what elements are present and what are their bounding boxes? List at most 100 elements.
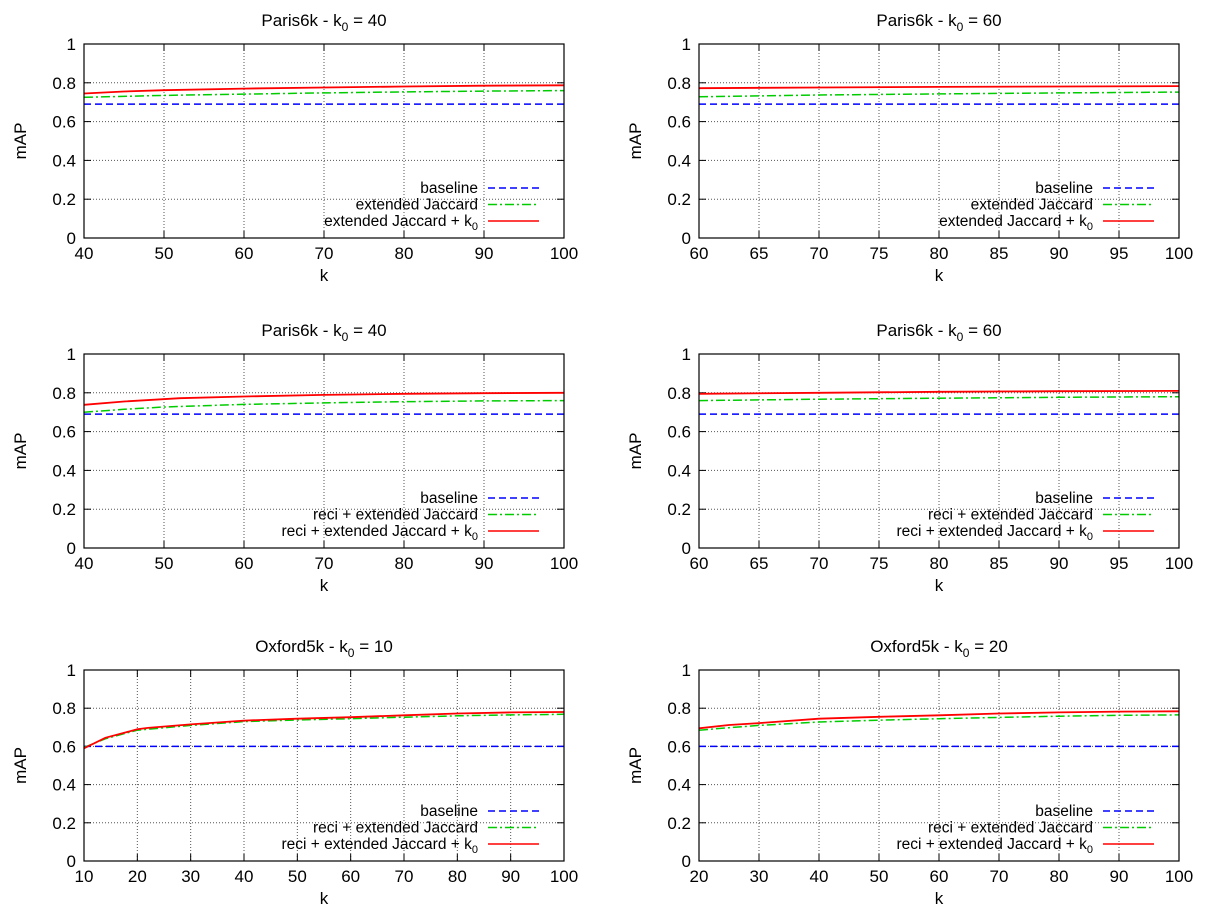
chart-title: Paris6k - k0 = 40 bbox=[261, 321, 386, 344]
y-tick-label: 0.8 bbox=[667, 699, 691, 718]
x-tick-label: 80 bbox=[448, 867, 467, 886]
series-line bbox=[83, 391, 565, 406]
x-tick-label: 50 bbox=[155, 244, 174, 263]
legend-label: baseline bbox=[420, 803, 478, 820]
y-tick-label: 0.4 bbox=[667, 151, 691, 170]
series-line bbox=[698, 714, 1180, 731]
y-tick-label: 0 bbox=[67, 539, 76, 558]
x-tick-label: 80 bbox=[930, 554, 949, 573]
legend-label: reci + extended Jaccard + k0 bbox=[896, 836, 1093, 856]
legend-label: reci + extended Jaccard bbox=[313, 820, 478, 837]
y-axis-label: mAP bbox=[11, 747, 30, 784]
chart-title-suffix: = 20 bbox=[969, 637, 1007, 656]
series-line bbox=[698, 91, 1180, 98]
y-tick-label: 0.6 bbox=[667, 423, 691, 442]
legend-label: extended Jaccard bbox=[356, 197, 478, 214]
x-tick-label: 50 bbox=[155, 554, 174, 573]
x-tick-label: 70 bbox=[395, 867, 414, 886]
x-tick-label: 60 bbox=[341, 867, 360, 886]
series-line bbox=[698, 395, 1180, 402]
chart-panel-5: 20 30 40 50 60 70 80 90 100 0 0.2 0.4 0.6 0.8 1 baselin… bbox=[626, 637, 1193, 908]
chart-title-subscript: 0 bbox=[342, 330, 349, 344]
x-tick-label: 100 bbox=[550, 554, 578, 573]
legend-label: baseline bbox=[1035, 803, 1093, 820]
x-tick-label: 85 bbox=[990, 554, 1009, 573]
x-tick-label: 90 bbox=[1050, 554, 1069, 573]
chart-title: Oxford5k - k0 = 20 bbox=[870, 637, 1008, 660]
x-tick-label: 70 bbox=[810, 554, 829, 573]
chart-title: Oxford5k - k0 = 10 bbox=[255, 637, 393, 660]
x-tick-label: 75 bbox=[870, 244, 889, 263]
y-tick-label: 0.2 bbox=[667, 814, 691, 833]
x-tick-label: 60 bbox=[930, 867, 949, 886]
x-tick-label: 70 bbox=[315, 554, 334, 573]
chart-title-subscript: 0 bbox=[348, 646, 355, 660]
y-tick-label: 1 bbox=[67, 661, 76, 680]
legend-label: extended Jaccard + k0 bbox=[324, 213, 478, 233]
chart-title-suffix: = 40 bbox=[348, 321, 386, 340]
x-tick-label: 100 bbox=[1165, 554, 1193, 573]
x-tick-label: 80 bbox=[1050, 867, 1069, 886]
y-tick-label: 0.8 bbox=[52, 384, 76, 403]
plot-frame bbox=[83, 353, 565, 549]
chart-title: Paris6k - k0 = 60 bbox=[876, 321, 1001, 344]
legend-label: reci + extended Jaccard bbox=[313, 507, 478, 524]
x-tick-label: 60 bbox=[235, 554, 254, 573]
y-tick-label: 0.6 bbox=[52, 113, 76, 132]
y-tick-label: 1 bbox=[67, 35, 76, 54]
x-tick-label: 90 bbox=[501, 867, 520, 886]
legend-label-subscript: 0 bbox=[472, 531, 478, 543]
chart-title: Paris6k - k0 = 60 bbox=[876, 11, 1001, 34]
y-tick-label: 1 bbox=[682, 35, 691, 54]
y-tick-label: 0.6 bbox=[52, 423, 76, 442]
x-tick-label: 30 bbox=[750, 867, 769, 886]
legend-label: reci + extended Jaccard + k0 bbox=[896, 523, 1093, 543]
y-tick-label: 0.4 bbox=[52, 151, 76, 170]
chart-title-subscript: 0 bbox=[957, 330, 964, 344]
x-tick-label: 60 bbox=[690, 244, 709, 263]
y-tick-label: 0.2 bbox=[52, 190, 76, 209]
legend-label: reci + extended Jaccard bbox=[928, 820, 1093, 837]
chart-panel-1: 60 65 70 75 80 85 90 95 100 0 0.2 0.4 0.6 0.8 1 baselin… bbox=[626, 11, 1193, 285]
x-tick-label: 70 bbox=[990, 867, 1009, 886]
y-axis-label: mAP bbox=[11, 433, 30, 470]
x-tick-label: 60 bbox=[690, 554, 709, 573]
x-axis-label: k bbox=[320, 889, 329, 908]
x-tick-label: 40 bbox=[810, 867, 829, 886]
y-tick-label: 0.4 bbox=[667, 461, 691, 480]
chart-panel-3: 60 65 70 75 80 85 90 95 100 0 0.2 0.4 0.6 0.8 1 baselin… bbox=[626, 321, 1193, 595]
plot-frame bbox=[83, 43, 565, 239]
y-tick-label: 1 bbox=[682, 661, 691, 680]
x-tick-label: 70 bbox=[810, 244, 829, 263]
x-axis-label: k bbox=[935, 576, 944, 595]
legend-label-subscript: 0 bbox=[472, 221, 478, 233]
y-tick-label: 0.8 bbox=[667, 384, 691, 403]
y-tick-label: 0 bbox=[682, 852, 691, 871]
x-tick-label: 100 bbox=[1165, 867, 1193, 886]
legend-label: extended Jaccard + k0 bbox=[939, 213, 1093, 233]
x-tick-label: 100 bbox=[550, 867, 578, 886]
legend-label-subscript: 0 bbox=[1087, 531, 1093, 543]
y-tick-label: 0.4 bbox=[52, 776, 76, 795]
chart-title-suffix: = 10 bbox=[354, 637, 392, 656]
chart-panel-0: 40 50 60 70 80 90 10000.20.40.60.81baselineext… bbox=[11, 11, 578, 285]
plot-frame bbox=[698, 43, 1180, 239]
series-line bbox=[698, 389, 1180, 395]
chart-title-suffix: = 60 bbox=[963, 321, 1001, 340]
series-line bbox=[83, 713, 565, 749]
legend-label: baseline bbox=[420, 180, 478, 197]
x-tick-label: 70 bbox=[315, 244, 334, 263]
y-tick-label: 0.6 bbox=[667, 737, 691, 756]
y-axis-label: mAP bbox=[626, 123, 645, 160]
y-axis-label: mAP bbox=[11, 123, 30, 160]
x-tick-label: 65 bbox=[750, 244, 769, 263]
x-tick-label: 80 bbox=[395, 554, 414, 573]
x-axis-label: k bbox=[935, 266, 944, 285]
y-axis-label: mAP bbox=[626, 747, 645, 784]
y-tick-label: 0.2 bbox=[667, 500, 691, 519]
x-tick-label: 40 bbox=[75, 554, 94, 573]
x-tick-label: 95 bbox=[1110, 244, 1129, 263]
x-tick-label: 30 bbox=[181, 867, 200, 886]
y-tick-label: 0 bbox=[67, 229, 76, 248]
